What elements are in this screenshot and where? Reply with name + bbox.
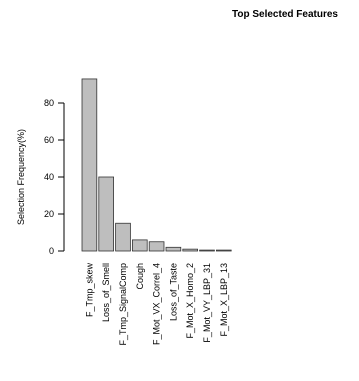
x-tick-label: F_Mot_VX_Correl_4 [152,263,162,345]
x-tick-label: F_Tmp_SignalComp [118,263,128,346]
bar [148,241,165,252]
x-tick-label: F_Mot_X_Homo_2 [185,263,195,339]
bar [182,248,198,252]
x-tick-label: Loss_of_Taste [168,263,178,321]
y-tick-label: 60 [44,135,54,145]
bar [115,222,131,252]
x-tick-label: F_Mot_X_LBP_13 [219,263,229,337]
x-tick-label: Loss_of_Smell [101,263,111,322]
y-axis-label: Selection Frequency(%) [16,129,26,225]
y-tick-label: 0 [49,246,54,256]
bar [81,78,98,252]
y-tick-label: 40 [44,172,54,182]
bar [199,249,215,252]
x-tick-label: F_Tmp_skew [84,263,94,318]
bar [132,239,148,252]
bar [98,176,114,252]
bar [165,246,182,252]
y-tick-label: 80 [44,98,54,108]
x-tick-label: F_Mot_VY_LBP_31 [202,263,212,343]
x-tick-label: Cough [135,263,145,290]
y-tick-label: 20 [44,209,54,219]
chart-title: Top Selected Features [232,9,338,20]
bar [216,249,232,252]
